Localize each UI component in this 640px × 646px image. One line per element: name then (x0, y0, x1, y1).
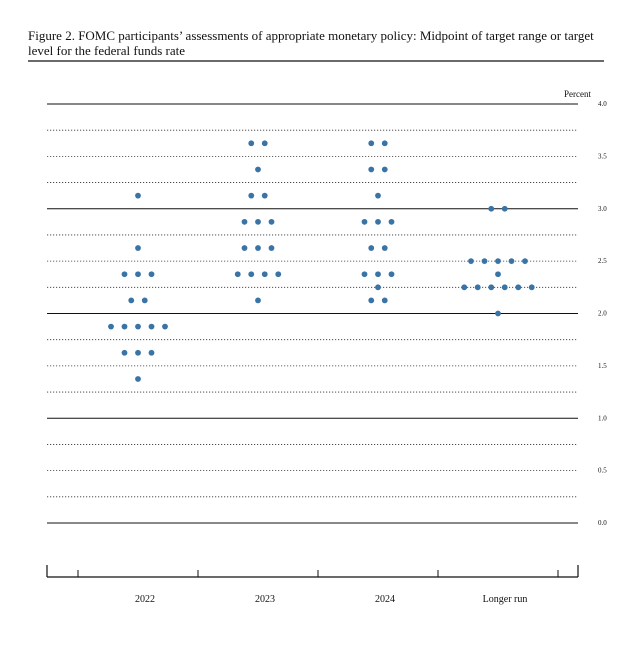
dot (528, 284, 535, 291)
dot (501, 205, 508, 212)
x-tick-label: 2022 (135, 594, 155, 605)
dot (368, 166, 375, 173)
dot (515, 284, 522, 291)
dot (135, 245, 141, 251)
dot (255, 218, 261, 225)
dot (381, 166, 388, 173)
dot (495, 258, 501, 265)
dot (468, 258, 474, 265)
dot (255, 245, 261, 251)
dot (381, 297, 388, 304)
dot (121, 323, 128, 330)
chart-title: Figure 2. FOMC participants’ assessments… (28, 28, 594, 58)
dot (268, 245, 275, 251)
dot (368, 297, 375, 304)
y-tick-label: 1.0 (598, 414, 607, 422)
dot (135, 349, 141, 356)
dot (381, 140, 388, 147)
dot (388, 271, 395, 278)
dot (375, 271, 381, 278)
x-tick-label: 2023 (255, 594, 275, 605)
dot (241, 218, 248, 225)
dot (261, 192, 268, 199)
dot (248, 192, 255, 199)
y-tick-label: 0.0 (598, 519, 607, 527)
dot (121, 349, 128, 356)
dot (501, 284, 508, 291)
dot (368, 245, 375, 251)
dot (148, 349, 155, 356)
dot (248, 140, 255, 147)
dot (135, 323, 141, 330)
dot (135, 192, 141, 199)
y-tick-label: 2.5 (598, 257, 607, 265)
dot (375, 284, 381, 291)
dot (388, 218, 395, 225)
dot (148, 271, 155, 278)
dot (261, 271, 268, 278)
x-tick-label: Longer run (483, 594, 528, 605)
dot (261, 140, 268, 147)
dot (488, 284, 495, 291)
y-tick-label: 1.5 (598, 362, 607, 370)
dot (268, 218, 275, 225)
y-tick-label: 3.5 (598, 152, 607, 160)
dot (508, 258, 515, 265)
y-axis-label: Percent (564, 89, 591, 99)
dot (121, 271, 128, 278)
dot (495, 310, 501, 317)
dot (375, 192, 381, 199)
dot (128, 297, 135, 304)
dot (255, 166, 261, 173)
dot (275, 271, 282, 278)
dot (522, 258, 528, 265)
dot (141, 297, 148, 304)
dot (135, 376, 141, 382)
dot (481, 258, 488, 265)
y-tick-label: 2.0 (598, 310, 607, 318)
dot (361, 271, 368, 278)
x-tick-label: 2024 (375, 594, 395, 605)
dot (495, 271, 501, 278)
dot (108, 323, 114, 330)
dot (148, 323, 155, 330)
y-tick-label: 3.0 (598, 205, 607, 213)
dot (162, 323, 168, 330)
dot (234, 271, 241, 278)
dot (488, 205, 495, 212)
dot (474, 284, 481, 291)
dot (361, 218, 368, 225)
dot (461, 284, 468, 291)
y-tick-label: 4.0 (598, 100, 607, 108)
dot (255, 297, 261, 304)
dot (135, 271, 141, 278)
y-tick-label: 0.5 (598, 467, 607, 475)
dot (381, 245, 388, 251)
dot (241, 245, 248, 251)
dot (248, 271, 255, 278)
dot (368, 140, 375, 147)
dot (375, 218, 381, 225)
